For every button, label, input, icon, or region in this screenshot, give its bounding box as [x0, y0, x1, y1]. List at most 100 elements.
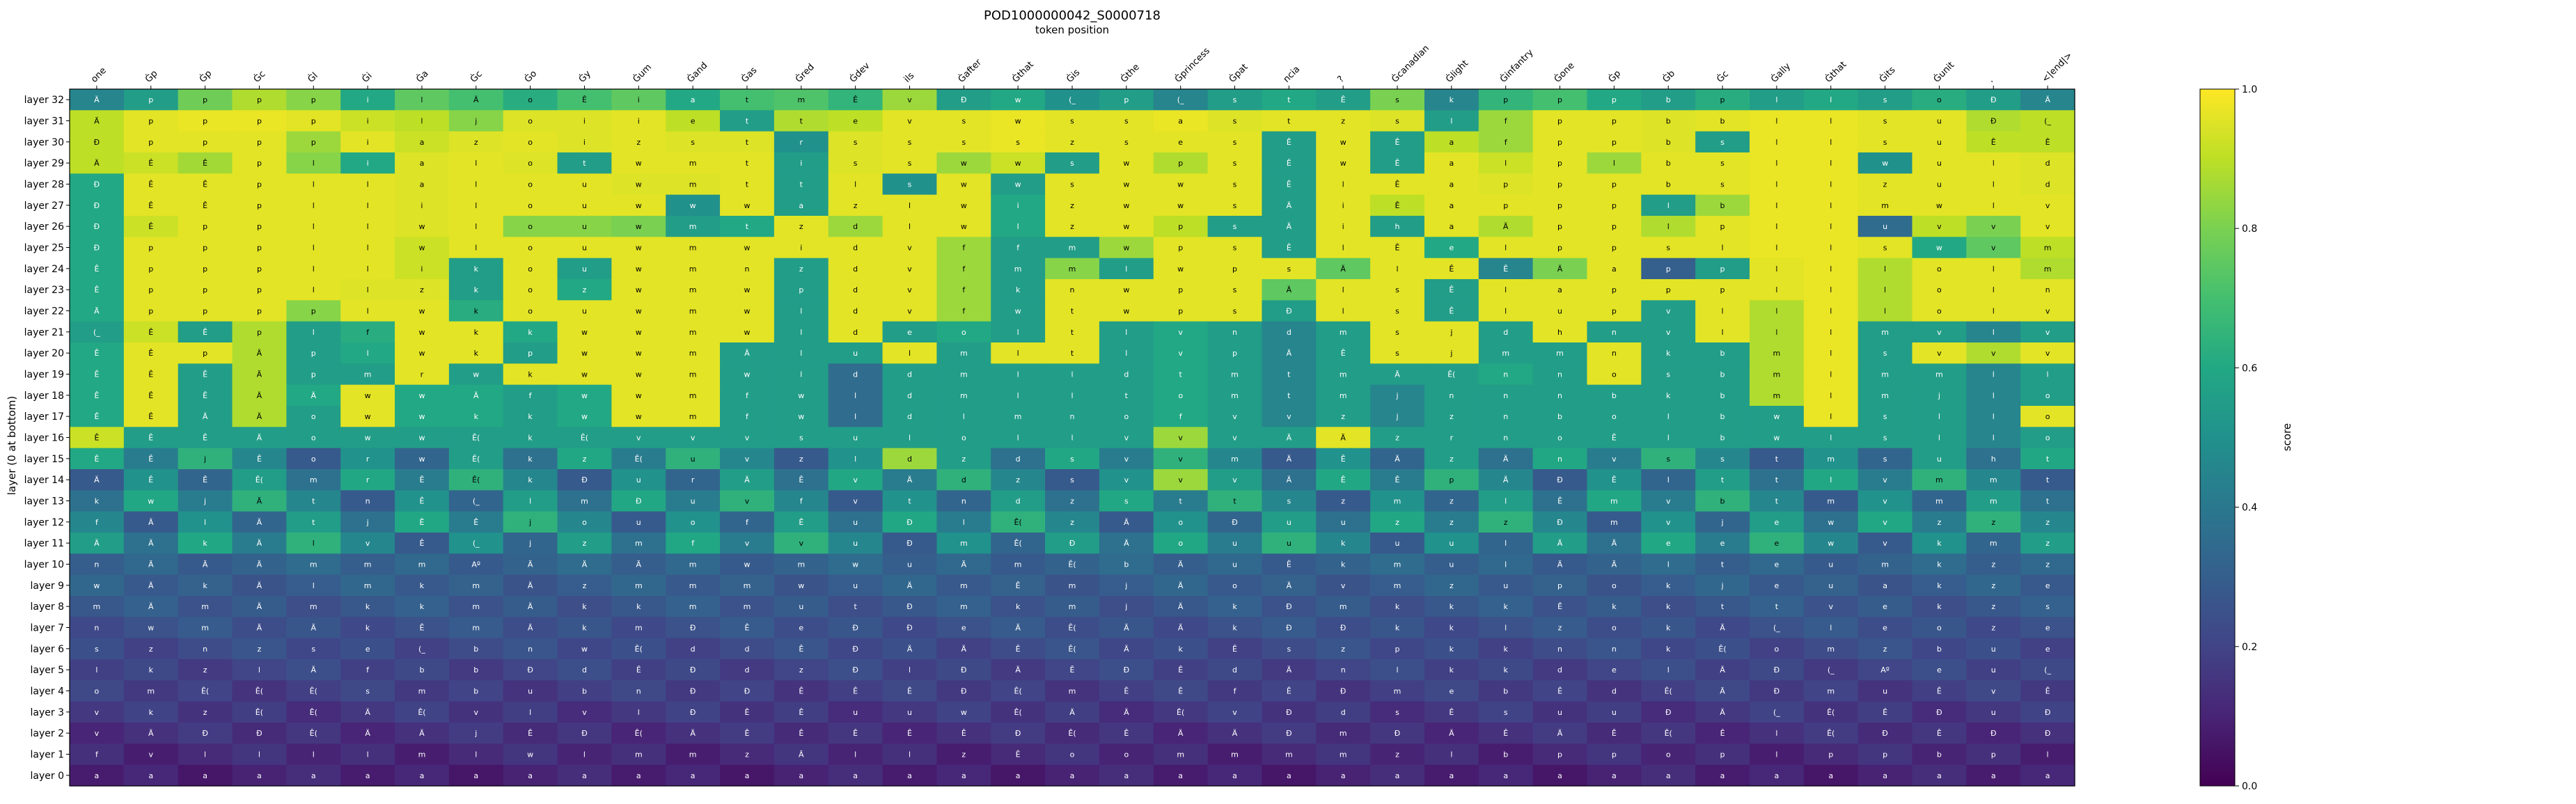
cell-label: e	[1666, 539, 1671, 548]
heatmap-cell	[1587, 300, 1642, 322]
heatmap-cell	[503, 363, 558, 386]
cell-label: m	[960, 370, 968, 379]
heatmap-cell	[828, 258, 883, 280]
cell-label: w	[418, 391, 425, 400]
heatmap-cell	[1695, 596, 1750, 617]
heatmap-cell	[1370, 596, 1425, 617]
cell-label: n	[94, 560, 99, 569]
cell-label: p	[257, 95, 262, 104]
cell-label: d	[853, 285, 858, 294]
cell-label: p	[1503, 201, 1508, 210]
x-tick-label: Ġally	[1768, 60, 1793, 85]
heatmap-cell	[1153, 89, 1209, 111]
heatmap-cell	[720, 342, 775, 364]
x-tick-label: Ġp	[143, 68, 160, 85]
cell-label: a	[907, 771, 912, 780]
cell-label: p	[1557, 581, 1562, 590]
heatmap-cell	[1803, 363, 1859, 386]
cell-label: w	[1123, 307, 1129, 316]
cell-label: l	[475, 180, 477, 189]
cell-label: p	[1557, 95, 1562, 104]
heatmap-cell	[1099, 469, 1154, 491]
heatmap-cell	[1641, 553, 1696, 576]
heatmap-cell	[1045, 638, 1100, 660]
cell-label: p	[203, 222, 207, 231]
cell-label: s	[1883, 455, 1887, 464]
heatmap-cell	[1153, 511, 1209, 533]
heatmap-cell	[232, 384, 287, 407]
cell-label: l	[1775, 117, 1777, 126]
cell-label: Ä	[1015, 665, 1021, 675]
heatmap-cell	[1966, 533, 2021, 554]
cell-label: l	[1342, 307, 1344, 316]
heatmap-cell	[1641, 533, 1696, 554]
cell-label: a	[1449, 180, 1454, 189]
cell-label: u	[528, 687, 533, 696]
heatmap-cell	[1532, 363, 1588, 386]
heatmap-cell	[1966, 574, 2021, 597]
cell-label: f	[1016, 244, 1020, 253]
cell-label: v	[2045, 307, 2050, 316]
cell-label: Ê(	[1014, 708, 1022, 717]
cell-label: j	[1450, 349, 1452, 358]
cell-label: Ä	[257, 602, 262, 611]
cell-label: l	[1884, 285, 1886, 294]
cell-label: l	[583, 750, 586, 759]
heatmap-cell	[666, 173, 721, 196]
cell-label: Ê(	[310, 687, 317, 696]
cell-label: v	[907, 95, 912, 104]
heatmap-cell	[1587, 152, 1642, 174]
cell-label: w	[636, 265, 642, 274]
cell-label: w	[1340, 138, 1346, 147]
cell-label: w	[1340, 159, 1346, 168]
cell-label: w	[636, 285, 642, 294]
heatmap-cell	[178, 300, 233, 322]
heatmap-cell	[70, 194, 125, 216]
heatmap-cell	[1424, 553, 1479, 576]
heatmap-cell	[503, 427, 558, 449]
heatmap-cell	[1099, 216, 1154, 237]
heatmap-cell	[1099, 638, 1154, 660]
heatmap-cell	[773, 321, 829, 343]
cell-label: u	[1557, 708, 1562, 717]
cell-label: m	[1610, 497, 1618, 506]
cell-label: a	[420, 180, 425, 189]
heatmap-cell	[773, 638, 829, 660]
heatmap-cell	[232, 511, 287, 533]
y-axis-label: layer (0 at bottom)	[6, 396, 18, 496]
heatmap-cell	[1370, 342, 1425, 364]
cell-label: z	[1450, 455, 1454, 464]
heatmap-cell	[1153, 194, 1209, 216]
colorbar-tick-label: 0.6	[2242, 363, 2257, 374]
cell-label: i	[583, 138, 586, 147]
cell-label: l	[204, 750, 206, 759]
cell-label: Ê	[1178, 687, 1183, 696]
heatmap-cell	[503, 617, 558, 639]
cell-label: k	[1016, 285, 1021, 294]
cell-label: o	[961, 434, 966, 443]
heatmap-cell	[1478, 448, 1534, 470]
heatmap-cell	[1316, 448, 1371, 470]
cell-label: m	[960, 581, 968, 590]
heatmap-cell	[1153, 574, 1209, 597]
heatmap-cell	[1424, 448, 1479, 470]
cell-label: m	[689, 285, 697, 294]
heatmap-cell	[395, 279, 450, 301]
cell-label: w	[527, 750, 533, 759]
heatmap-cell	[286, 363, 341, 386]
heatmap-cell	[1641, 321, 1696, 343]
cell-label: p	[1720, 750, 1725, 759]
cell-label: p	[257, 159, 262, 168]
heatmap-cell	[1587, 596, 1642, 617]
heatmap-cell	[882, 490, 938, 512]
heatmap-cell	[1912, 533, 1967, 554]
cell-label: t	[800, 180, 803, 189]
heatmap-cell	[70, 216, 125, 237]
heatmap-cell	[1749, 131, 1805, 153]
heatmap-cell	[1478, 596, 1534, 617]
cell-label: l	[854, 391, 856, 400]
heatmap-cell	[395, 237, 450, 259]
heatmap-cell	[1803, 659, 1859, 681]
cell-label: Ä	[365, 729, 370, 738]
heatmap-cell	[611, 553, 666, 576]
